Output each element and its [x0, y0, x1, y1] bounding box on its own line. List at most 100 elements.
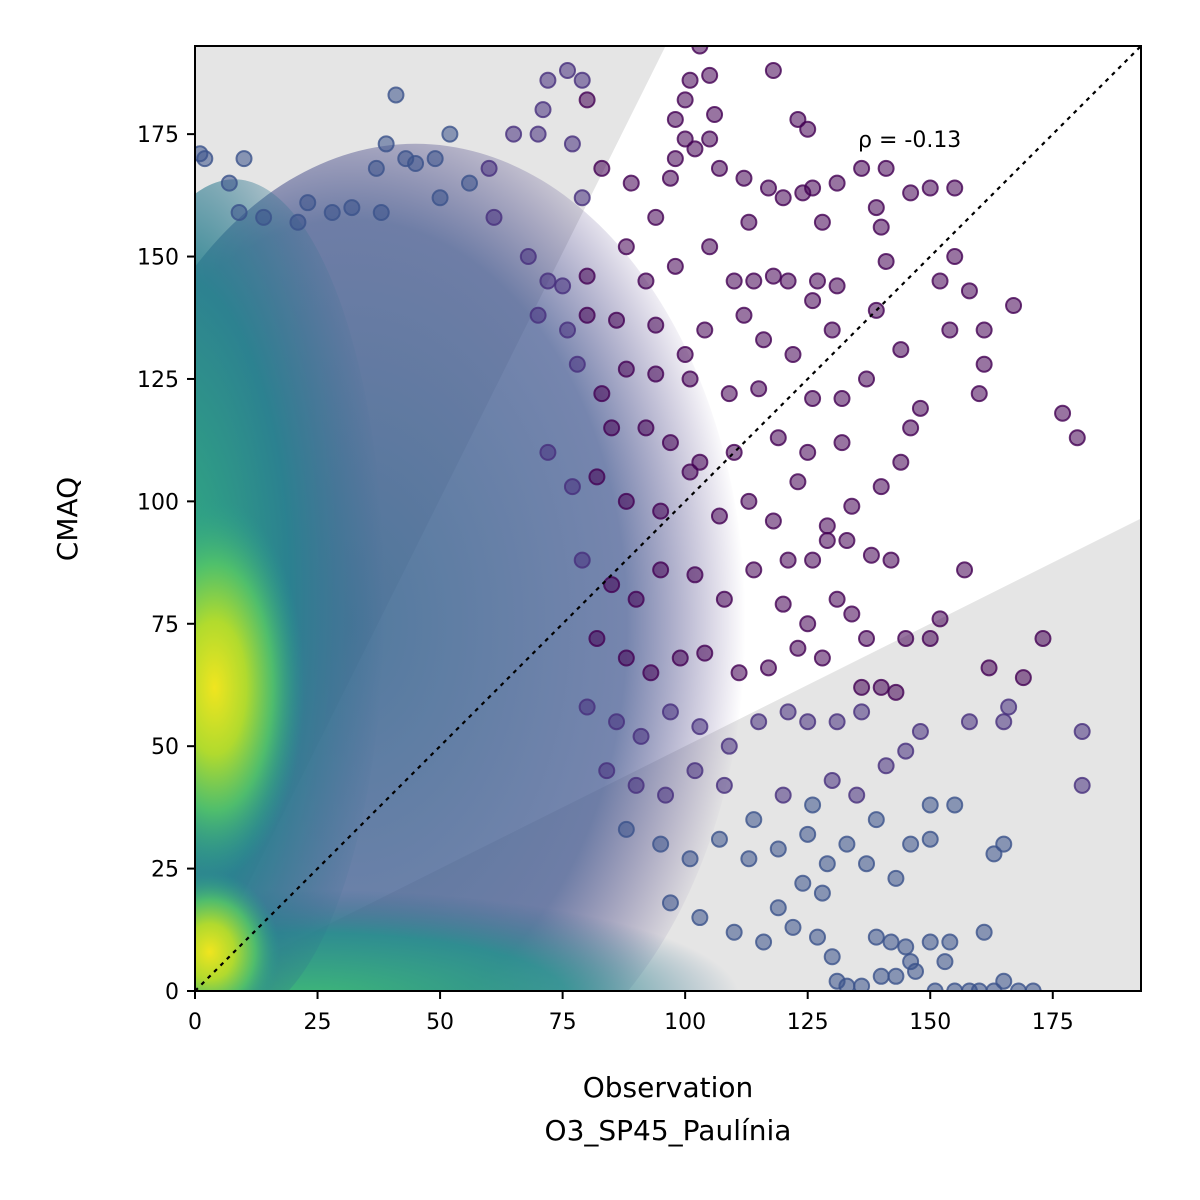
scatter-point [681, 463, 699, 481]
x-tick-label: 75 [549, 1010, 577, 1035]
scatter-point [946, 248, 964, 266]
scatter-point [735, 169, 753, 187]
scatter-point [686, 762, 704, 780]
density-origin [195, 871, 280, 991]
scatter-point [720, 737, 738, 755]
scatter-point [877, 252, 895, 270]
scatter-point [598, 762, 616, 780]
scatter-point [779, 703, 797, 721]
scatter-point [867, 811, 885, 829]
scatter-point [735, 306, 753, 324]
scatter-point [823, 948, 841, 966]
scatter-point [921, 796, 939, 814]
scatter-point [848, 786, 866, 804]
scatter-point [902, 184, 920, 202]
scatter-point [642, 664, 660, 682]
scatter-point [808, 272, 826, 290]
scatter-point [769, 429, 787, 447]
scatter-point [676, 91, 694, 109]
scatter-point [759, 179, 777, 197]
scatter-point [657, 786, 675, 804]
scatter-point [858, 855, 876, 873]
scatter-point [637, 272, 655, 290]
scatter-point [804, 551, 822, 569]
scatter-point [740, 850, 758, 868]
scatter-point [823, 321, 841, 339]
scatter-point [299, 194, 317, 212]
scatter-point [622, 174, 640, 192]
scatter-point [661, 894, 679, 912]
scatter-point [755, 933, 773, 951]
scatter-point [725, 272, 743, 290]
scatter-point [647, 365, 665, 383]
scatter-points [195, 46, 1091, 991]
scatter-point [588, 468, 606, 486]
x-tick-label: 25 [304, 1010, 332, 1035]
scatter-point [892, 341, 910, 359]
scatter-point [882, 933, 900, 951]
scatter-point [799, 713, 817, 731]
scatter-point [485, 208, 503, 226]
scatter-point [975, 321, 993, 339]
scatter-point [539, 272, 557, 290]
scatter-point [911, 722, 929, 740]
scatter-point [769, 899, 787, 917]
scatter-point [828, 174, 846, 192]
scatter-point [911, 399, 929, 417]
scatter-point [235, 150, 253, 168]
y-axis-label: CMAQ [51, 477, 84, 561]
scatter-point [931, 610, 949, 628]
scatter-point [902, 835, 920, 853]
scatter-point [706, 106, 724, 124]
scatter-point [745, 811, 763, 829]
scatter-point [921, 179, 939, 197]
scatter-point [872, 678, 890, 696]
scatter-point [529, 306, 547, 324]
scatter-point [750, 713, 768, 731]
scatter-point [559, 61, 577, 79]
scatter-point [794, 874, 812, 892]
scatter-point [568, 355, 586, 373]
scatter-point [813, 649, 831, 667]
scatter-point [828, 590, 846, 608]
scatter-point [853, 159, 871, 177]
scatter-point [897, 938, 915, 956]
scatter-point [637, 419, 655, 437]
scatter-point [838, 835, 856, 853]
scatter-point [647, 208, 665, 226]
scatter-point [578, 698, 596, 716]
scatter-point [372, 203, 390, 221]
scatter-point [627, 776, 645, 794]
scatter-point [779, 272, 797, 290]
scatter-point [828, 972, 846, 990]
scatter-point [995, 835, 1013, 853]
scatter-point [617, 360, 635, 378]
scatter-point [529, 125, 547, 143]
scatter-point [696, 644, 714, 662]
scatter-point [799, 120, 817, 138]
scatter-point [1034, 629, 1052, 647]
scatter-point [882, 551, 900, 569]
scatter-point [220, 174, 238, 192]
scatter-point [867, 928, 885, 946]
scatter-point [603, 576, 621, 594]
x-axis-label: Observation [583, 1071, 754, 1104]
x-tick-label: 150 [909, 1010, 951, 1035]
scatter-point [534, 101, 552, 119]
density-core [195, 497, 305, 878]
scatter-point [779, 551, 797, 569]
scatter-point [789, 473, 807, 491]
scatter-point [902, 419, 920, 437]
scatter-point [426, 150, 444, 168]
scatter-point [1054, 404, 1072, 422]
scatter-point [887, 683, 905, 701]
scatter-point [941, 321, 959, 339]
scatter-point [858, 370, 876, 388]
scatter-point [715, 590, 733, 608]
scatter-point [701, 130, 719, 148]
scatter-point [877, 757, 895, 775]
scatter-point [774, 189, 792, 207]
scatter-point [578, 306, 596, 324]
scatter-point [647, 316, 665, 334]
scatter-point [745, 561, 763, 579]
